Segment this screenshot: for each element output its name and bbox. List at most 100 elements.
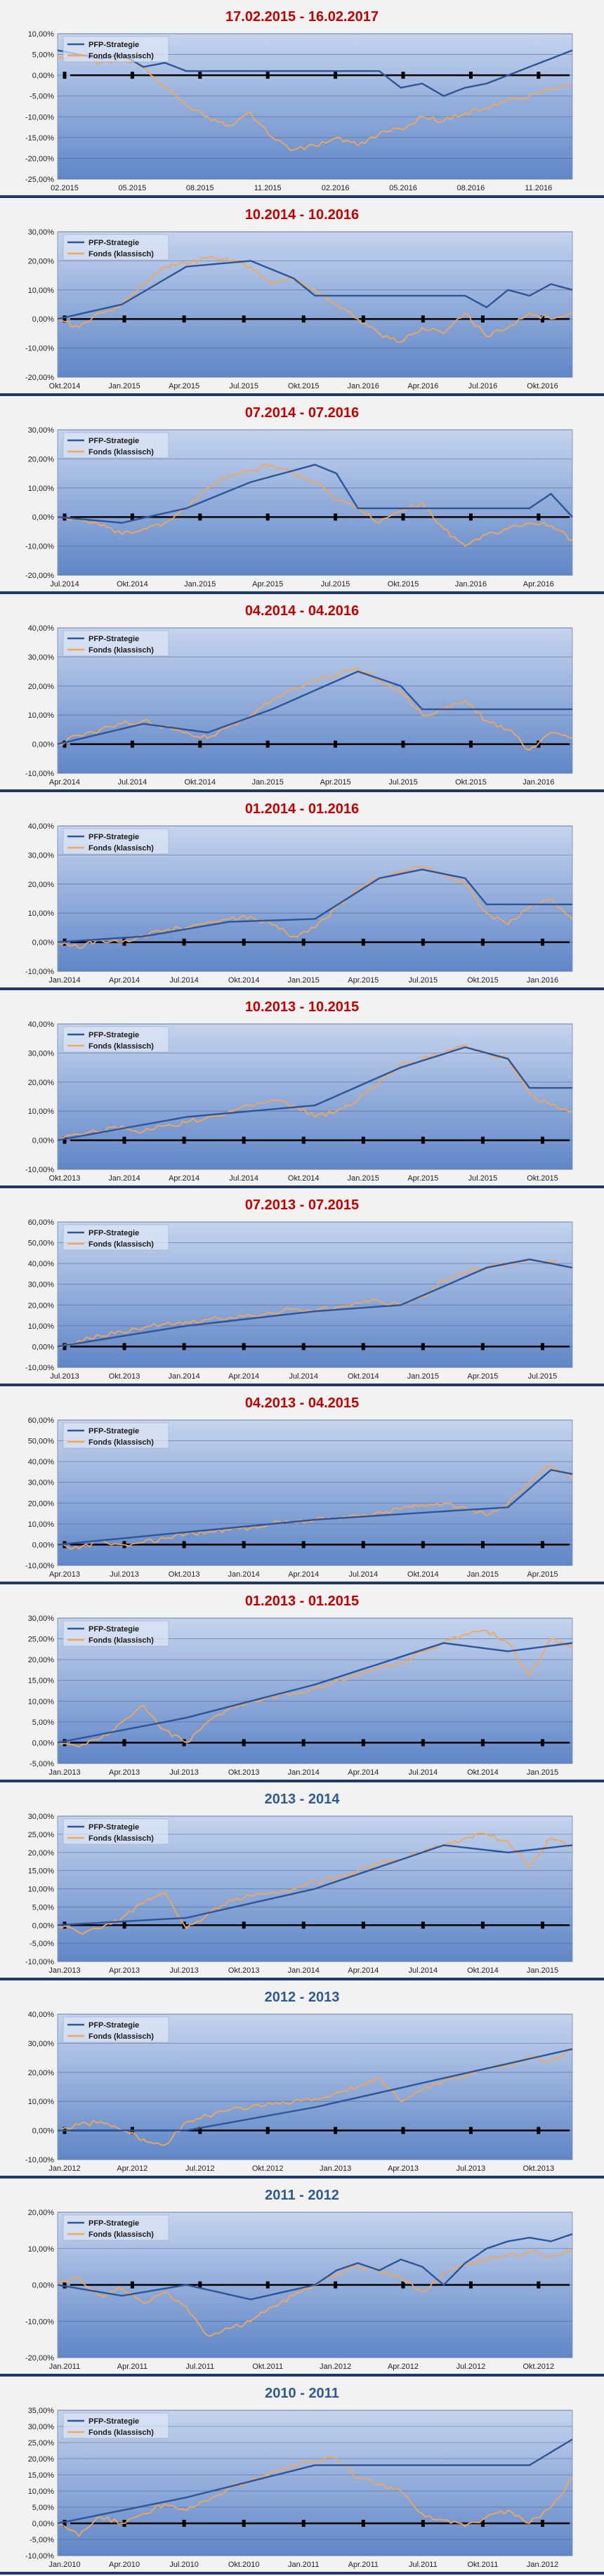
y-tick-label: 30,00% [28, 2423, 55, 2431]
chart-svg: 10.2014 - 10.2016 30,00% 20,00% 10,00% 0,00%… [25, 207, 573, 390]
y-tick-label: 0,00% [32, 2282, 54, 2290]
x-tick-marker [242, 1136, 246, 1144]
chart-panel: 2012 - 2013 40,00% 30,00% 20,00% 10,00% 0,00%… [0, 1980, 604, 2179]
x-tick-label: Apr.2014 [228, 1372, 259, 1381]
y-tick-label: -10,00% [25, 2156, 54, 2164]
x-tick-label: Apr.2014 [348, 1768, 379, 1777]
x-tick-marker [421, 1541, 425, 1549]
x-tick-label: Apr.2015 [348, 976, 379, 985]
x-tick-label: Jan.2015 [288, 976, 320, 985]
chart-svg: 17.02.2015 - 16.02.2017 10,00% 5,00% 0,00% -… [25, 9, 573, 192]
legend-box [63, 36, 169, 63]
x-tick-marker [468, 2127, 473, 2134]
x-tick-marker [63, 2520, 67, 2527]
x-tick-marker [182, 1343, 186, 1351]
x-tick-marker [198, 2127, 202, 2134]
legend-label: Fonds (klassisch) [88, 1834, 154, 1843]
x-tick-label: Jan.2012 [320, 2363, 351, 2371]
x-tick-label: Jan.2013 [48, 1768, 80, 1777]
legend-box [63, 1422, 169, 1449]
y-tick-label: 30,00% [28, 426, 55, 435]
x-tick-marker [242, 1343, 246, 1351]
y-tick-label: 10,00% [28, 30, 55, 39]
x-tick-label: Okt.2015 [288, 382, 320, 390]
y-tick-label: 30,00% [28, 2039, 55, 2048]
x-tick-marker [540, 2520, 544, 2527]
x-tick-label: Jan.2014 [288, 1768, 320, 1777]
y-tick-label: 20,00% [28, 1849, 55, 1858]
x-tick-label: Jul.2013 [169, 1966, 199, 1975]
x-tick-marker [401, 740, 405, 748]
x-tick-label: Apr.2016 [407, 382, 438, 390]
x-tick-label: Apr.2011 [117, 2363, 147, 2371]
x-tick-marker [122, 938, 126, 946]
chart-title: 07.2014 - 07.2016 [245, 405, 359, 421]
x-tick-label: Jan.2015 [108, 382, 140, 390]
x-tick-marker [301, 315, 306, 323]
series-line-fonds-klassisch [57, 256, 573, 343]
series-line-fonds-klassisch [57, 668, 573, 751]
x-tick-label: Jul.2016 [468, 382, 498, 390]
chart-svg: 10.2013 - 10.2015 40,00% 30,00% 20,00% 10,00… [25, 999, 573, 1183]
y-tick-label: 0,00% [32, 939, 54, 947]
x-tick-label: Jan.2015 [184, 580, 216, 589]
legend-box [63, 630, 169, 657]
x-tick-label: Jul.2012 [185, 2164, 215, 2173]
y-tick-label: 30,00% [28, 1813, 55, 1821]
x-tick-marker [537, 513, 541, 521]
y-tick-label: 25,00% [28, 1636, 55, 1644]
x-tick-label: Jul.2014 [289, 1372, 318, 1381]
series-line-pfp-strategie [57, 670, 572, 745]
x-tick-marker [421, 1739, 425, 1747]
y-tick-label: 30,00% [28, 851, 55, 860]
y-tick-label: 50,00% [28, 1240, 55, 1248]
y-tick-label: -15,00% [25, 134, 54, 143]
series-line-pfp-strategie [57, 1046, 572, 1141]
x-tick-marker [361, 315, 365, 323]
y-tick-label: 60,00% [28, 1417, 55, 1425]
x-tick-marker [63, 1739, 67, 1747]
x-tick-marker [130, 513, 134, 521]
x-tick-marker [421, 1136, 425, 1144]
x-tick-marker [421, 1343, 425, 1351]
legend-label: PFP-Strategie [88, 1031, 139, 1039]
x-tick-marker [63, 1343, 67, 1351]
y-tick-label: 20,00% [28, 1301, 55, 1310]
y-tick-label: 0,00% [32, 1541, 54, 1549]
x-tick-marker [182, 1541, 186, 1549]
series-line-pfp-strategie [57, 1844, 573, 1926]
y-tick-label: -20,00% [25, 2354, 54, 2363]
series-line-pfp-strategie [57, 868, 572, 943]
chart-title: 04.2014 - 04.2016 [245, 603, 359, 619]
legend-label: PFP-Strategie [88, 1427, 139, 1435]
legend-label: PFP-Strategie [88, 437, 139, 445]
chart-panel: 10.2014 - 10.2016 30,00% 20,00% 10,00% 0,00%… [0, 198, 604, 396]
x-tick-marker [63, 740, 67, 748]
x-tick-label: Apr.2014 [169, 1174, 199, 1183]
x-tick-label: Okt.2014 [288, 1174, 320, 1183]
chart-title: 10.2013 - 10.2015 [245, 999, 359, 1015]
legend-label: Fonds (klassisch) [88, 1438, 154, 1447]
x-tick-label: Jan.2012 [48, 2164, 80, 2173]
x-tick-label: Apr.2013 [109, 1768, 140, 1777]
x-tick-marker [130, 72, 134, 79]
x-tick-label: 02.2015 [51, 184, 79, 192]
x-tick-marker [198, 513, 202, 521]
x-tick-label: Jan.2016 [527, 976, 558, 985]
series-line-pfp-strategie [58, 2048, 573, 2131]
y-tick-label: 30,00% [28, 1049, 55, 1058]
x-tick-label: Okt.2014 [228, 976, 260, 985]
x-tick-label: Apr.2012 [388, 2363, 419, 2371]
x-tick-marker [361, 1739, 365, 1747]
x-tick-marker [401, 2127, 405, 2134]
x-tick-label: Okt.2014 [467, 1768, 499, 1777]
y-tick-label: -10,00% [25, 113, 54, 121]
x-tick-marker [540, 315, 544, 323]
x-tick-label: Jul.2014 [50, 580, 79, 589]
x-tick-marker [301, 1921, 306, 1929]
x-tick-marker [130, 2281, 134, 2289]
x-tick-marker [421, 1921, 425, 1929]
x-tick-label: Apr.2016 [523, 580, 554, 589]
x-tick-marker [537, 72, 541, 79]
x-tick-marker [421, 315, 425, 323]
